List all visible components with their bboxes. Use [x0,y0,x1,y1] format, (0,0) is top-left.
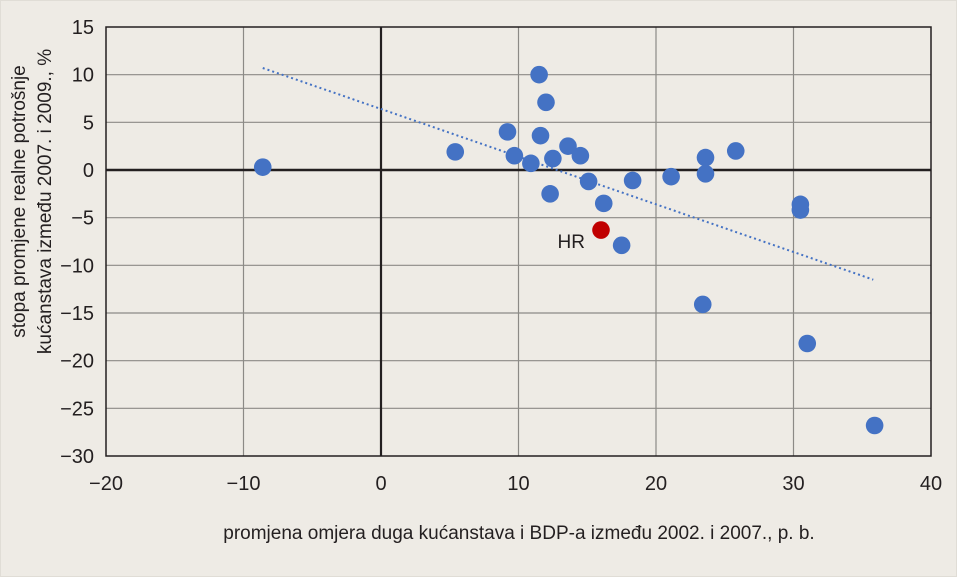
data-point [498,123,517,141]
x-tick-label: 20 [645,473,667,495]
data-point [544,149,562,168]
data-point [791,201,810,219]
y-tick-label: −30 [60,446,94,468]
x-tick-label: −20 [89,473,123,495]
y-axis-label: stopa promjene realne potrošnje kućansta… [9,49,56,354]
data-point [541,185,559,203]
data-point [531,126,550,145]
data-point [726,142,745,160]
y-tick-label: −25 [60,398,94,420]
data-point [696,148,715,167]
data-point-hr [592,221,610,239]
x-axis-label: promjena omjera duga kućanstava i BDP-a … [223,523,814,544]
x-tick-label: 30 [782,473,804,495]
y-tick-label: −5 [71,208,94,230]
x-tick-label: −10 [227,473,261,495]
data-point [612,236,631,255]
y-axis-label-line-2: kućanstava između 2007. i 2009., % [35,49,56,354]
data-point [662,167,680,186]
plot-area-border [105,26,932,457]
y-tick-label: 15 [72,17,94,39]
data-point [522,154,540,173]
data-point [696,165,715,183]
x-tick-label: 40 [920,473,942,495]
y-tick-label: 0 [83,160,94,182]
x-tick-labels: −20 −10 0 10 20 30 40 [89,473,942,495]
data-point [623,171,642,190]
data-point [559,137,577,155]
y-tick-label: 10 [72,65,94,87]
data-point [505,146,524,165]
data-point [530,65,548,84]
data-point [865,416,884,435]
hr-label: HR [558,232,585,253]
data-point [253,158,272,176]
y-tick-label: −20 [60,351,94,373]
data-point [537,93,555,112]
data-point [571,146,590,165]
y-tick-labels: 15 10 5 0 −5 −10 −15 −20 −25 −30 [60,17,94,468]
data-points [253,65,884,435]
data-point [693,295,712,314]
y-tick-label: −10 [60,255,94,277]
x-tick-label: 10 [507,473,529,495]
zero-axes [106,27,931,456]
data-point [446,143,465,161]
data-point [798,334,817,353]
data-point [579,172,598,191]
x-tick-label: 0 [375,473,386,495]
y-tick-label: 5 [83,112,94,134]
annotations: HR [558,232,585,253]
gridlines [106,27,931,456]
y-tick-label: −15 [60,303,94,325]
data-point [594,194,613,213]
y-axis-label-line-1: stopa promjene realne potrošnje [9,65,30,338]
